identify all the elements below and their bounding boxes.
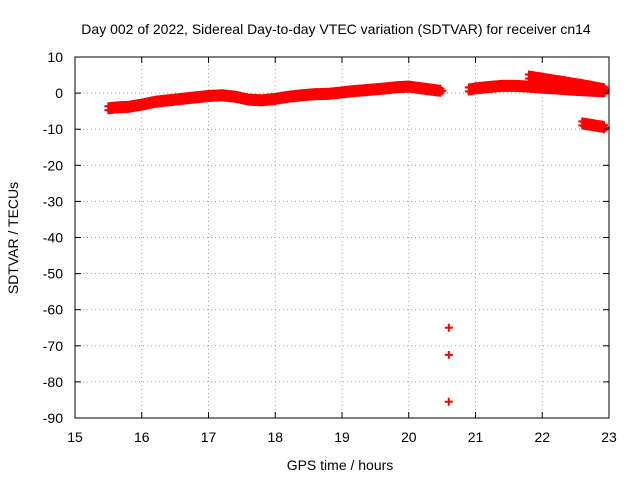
x-tick-label: 22: [534, 429, 550, 445]
outlier-point: [444, 397, 453, 406]
x-axis-label: GPS time / hours: [287, 457, 394, 473]
series-3: [578, 117, 610, 134]
x-tick-label: 17: [201, 429, 217, 445]
x-tick-label: 20: [401, 429, 417, 445]
series-0: [104, 80, 447, 115]
data-point: [601, 85, 610, 94]
y-tick-label: -90: [43, 410, 63, 426]
y-tick-label: 0: [55, 85, 63, 101]
y-tick-label: -40: [43, 230, 63, 246]
y-tick-label: -70: [43, 338, 63, 354]
y-tick-label: -30: [43, 193, 63, 209]
y-tick-label: -20: [43, 157, 63, 173]
x-tick-label: 15: [67, 429, 83, 445]
grid: [75, 57, 609, 418]
outlier-point: [444, 323, 453, 332]
x-tick-label: 23: [601, 429, 617, 445]
x-tick-label: 21: [468, 429, 484, 445]
x-tick-label: 18: [267, 429, 283, 445]
series-2: [524, 70, 610, 96]
y-tick-label: -60: [43, 302, 63, 318]
chart-title: Day 002 of 2022, Sidereal Day-to-day VTE…: [81, 21, 591, 37]
x-tick-label: 16: [134, 429, 150, 445]
data-series: [104, 70, 610, 406]
axis-ticks: 15 16 17 18 19 20 21 22 23 10 0 -10 -20 -30 -40 -50 -60 -…: [43, 49, 617, 445]
y-tick-label: -10: [43, 121, 63, 137]
y-tick-label: -80: [43, 374, 63, 390]
x-tick-label: 19: [334, 429, 350, 445]
outlier-point: [444, 350, 453, 359]
y-axis-label: SDTVAR / TECUs: [5, 182, 21, 294]
y-tick-label: -50: [43, 266, 63, 282]
series-4: [444, 323, 453, 406]
data-point: [438, 86, 447, 95]
y-tick-label: 10: [47, 49, 63, 65]
data-point: [601, 123, 610, 132]
